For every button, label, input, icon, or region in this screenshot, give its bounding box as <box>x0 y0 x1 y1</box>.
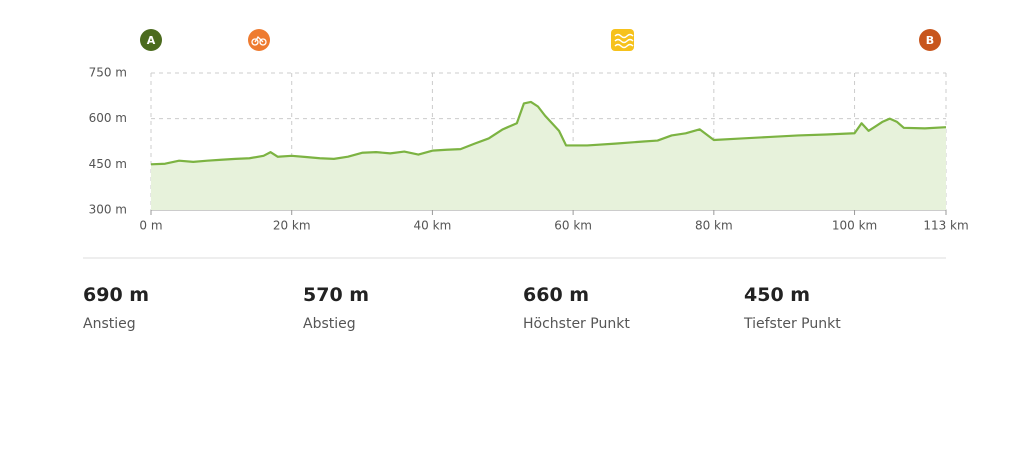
stat: 660 m Höchster Punkt <box>523 284 723 332</box>
x-tick-label: 20 km <box>273 219 311 233</box>
y-tick-label: 300 m <box>89 203 127 217</box>
stat-value: 660 m <box>523 284 590 306</box>
y-tick-label: 750 m <box>89 66 127 80</box>
y-tick-label: 450 m <box>89 157 127 171</box>
stat-label: Tiefster Punkt <box>744 316 841 332</box>
stat-value: 570 m <box>303 284 370 306</box>
y-tick-label: 600 m <box>89 111 127 125</box>
x-tick-label: 113 km <box>923 219 968 233</box>
elevation-area <box>151 101 946 210</box>
bike-icon[interactable] <box>248 29 270 51</box>
stat: 570 m Abstieg <box>303 284 503 332</box>
end-label: B <box>926 34 934 47</box>
stat-value: 450 m <box>744 284 811 306</box>
stat-value: 690 m <box>83 284 150 306</box>
stat: 690 m Anstieg <box>83 284 283 332</box>
chart: A B 300 m 450 m 600 m 750 m 0 m 20 km 40 km 60 … <box>83 29 969 259</box>
stat: 450 m Tiefster Punkt <box>744 284 944 332</box>
elevation-line <box>150 100 947 166</box>
stat-label: Anstieg <box>83 316 136 332</box>
x-tick-label: 40 km <box>414 219 452 233</box>
x-tick-label: 60 km <box>554 219 592 233</box>
x-tick-label: 0 m <box>139 219 162 233</box>
x-tick-label: 100 km <box>832 219 877 233</box>
water-icon[interactable] <box>611 29 634 51</box>
end-marker[interactable] <box>919 29 941 51</box>
stat-label: Abstieg <box>303 316 356 332</box>
x-tick-label: 80 km <box>695 219 733 233</box>
start-label: A <box>147 34 156 47</box>
stat-label: Höchster Punkt <box>523 316 630 332</box>
start-marker[interactable] <box>140 29 162 51</box>
